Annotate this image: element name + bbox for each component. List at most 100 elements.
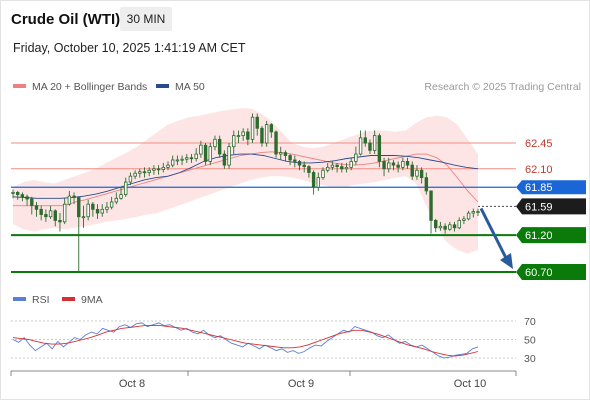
candle-body — [387, 162, 391, 170]
candle-body — [147, 169, 151, 173]
forecast-arrow-shaft — [479, 207, 509, 261]
candle-body — [438, 225, 443, 229]
rsi-tick-label: 30 — [524, 353, 536, 365]
ma9-legend-label: 9MA — [81, 294, 103, 306]
bb-legend-swatch — [13, 84, 26, 88]
pivot-label: 61.85 — [525, 182, 553, 194]
candle-body — [189, 157, 194, 160]
candle-body — [269, 124, 274, 133]
timeframe-label: 30 MIN — [126, 12, 166, 26]
candle-body — [443, 225, 447, 230]
candle-body — [77, 197, 81, 218]
candle-body — [340, 166, 344, 170]
rsi-tick-label: 50 — [524, 335, 536, 347]
bb-legend-label: MA 20 + Bollinger Bands — [32, 81, 147, 93]
candle-body — [11, 191, 15, 194]
ma50-legend-swatch — [156, 84, 169, 88]
candle-body — [302, 164, 306, 167]
bollinger-bands — [13, 108, 479, 254]
candle-body — [222, 153, 227, 166]
candle-body — [466, 212, 471, 220]
candle-body — [20, 194, 25, 198]
rsi-panel: 70 50 30 — [11, 316, 536, 365]
candle-body — [25, 196, 29, 200]
candle-body — [227, 146, 231, 166]
candle-body — [274, 131, 278, 155]
candle-body — [429, 190, 433, 221]
candle-body — [119, 194, 123, 199]
candle-body — [152, 168, 156, 171]
candle-body — [213, 138, 217, 148]
candle-body — [194, 153, 198, 159]
candle-body — [246, 131, 250, 140]
candle-body — [434, 219, 438, 229]
candle-body — [128, 175, 133, 183]
candle-body — [15, 191, 20, 195]
candle-body — [448, 224, 452, 230]
candle-body — [34, 205, 39, 210]
report-datetime: Friday, October 10, 2025 1:41:19 AM CET — [13, 41, 246, 55]
candle-body — [330, 164, 335, 168]
last-price-box — [516, 198, 586, 215]
credit-text: Research © 2025 Trading Central — [424, 81, 581, 93]
support-label-box — [516, 264, 586, 280]
candle-body — [217, 138, 222, 155]
candle-body — [293, 159, 297, 162]
candle-body — [142, 171, 147, 174]
ma50-legend-label: MA 50 — [175, 81, 205, 93]
candle-body — [410, 164, 414, 177]
ma20-line — [13, 151, 479, 207]
candle-body — [124, 181, 128, 196]
rsi-line — [12, 322, 479, 359]
resistance-label: 62.10 — [525, 164, 553, 176]
x-tick-label: Oct 9 — [288, 378, 314, 390]
candle-body — [335, 164, 339, 167]
candle-body — [372, 135, 377, 151]
forecast-arrow — [479, 207, 513, 269]
candle-body — [401, 161, 405, 168]
candle-body — [382, 161, 386, 170]
candle-body — [53, 210, 57, 221]
last-price-label: 61.59 — [525, 201, 553, 213]
rsi-tick-label: 70 — [524, 316, 536, 328]
candle-body — [415, 169, 419, 177]
candle-body — [250, 116, 255, 140]
rsi-legend-swatch — [13, 297, 26, 301]
candle-body — [264, 124, 269, 144]
candle-body — [81, 216, 86, 219]
forecast-arrow-head — [500, 253, 513, 269]
candle-body — [86, 203, 90, 218]
instrument-title: Crude Oil (WTI) — [11, 11, 121, 28]
candle-body — [452, 224, 457, 229]
candle-body — [39, 208, 43, 215]
candle-body — [316, 177, 321, 188]
candle-body — [100, 208, 104, 214]
candle-body — [297, 161, 302, 166]
level-labels: 62.45 62.10 61.85 61.59 61.20 60.70 — [516, 138, 586, 280]
candle-body — [138, 171, 142, 174]
support-label-box — [516, 227, 586, 244]
ma50-path — [12, 153, 479, 199]
candle-body — [72, 195, 76, 198]
candle-body — [424, 177, 429, 192]
candle-body — [311, 172, 316, 188]
timeframe-badge[interactable]: 30 MIN — [120, 7, 172, 31]
candle-body — [175, 159, 180, 162]
candle-body — [288, 155, 292, 161]
ma50-line — [12, 153, 479, 199]
candle-body — [325, 166, 330, 171]
candle-body — [44, 214, 48, 218]
candle-body — [58, 219, 62, 223]
candle-body — [358, 137, 363, 155]
candle-body — [279, 152, 283, 155]
candle-body — [114, 197, 119, 203]
candle-body — [62, 203, 67, 223]
candle-body — [321, 169, 325, 179]
candles — [11, 113, 480, 272]
ma9-legend-swatch — [62, 297, 75, 301]
candle-body — [232, 135, 236, 148]
candle-body — [161, 166, 166, 170]
candle-body — [377, 135, 382, 162]
candle-body — [368, 142, 372, 151]
